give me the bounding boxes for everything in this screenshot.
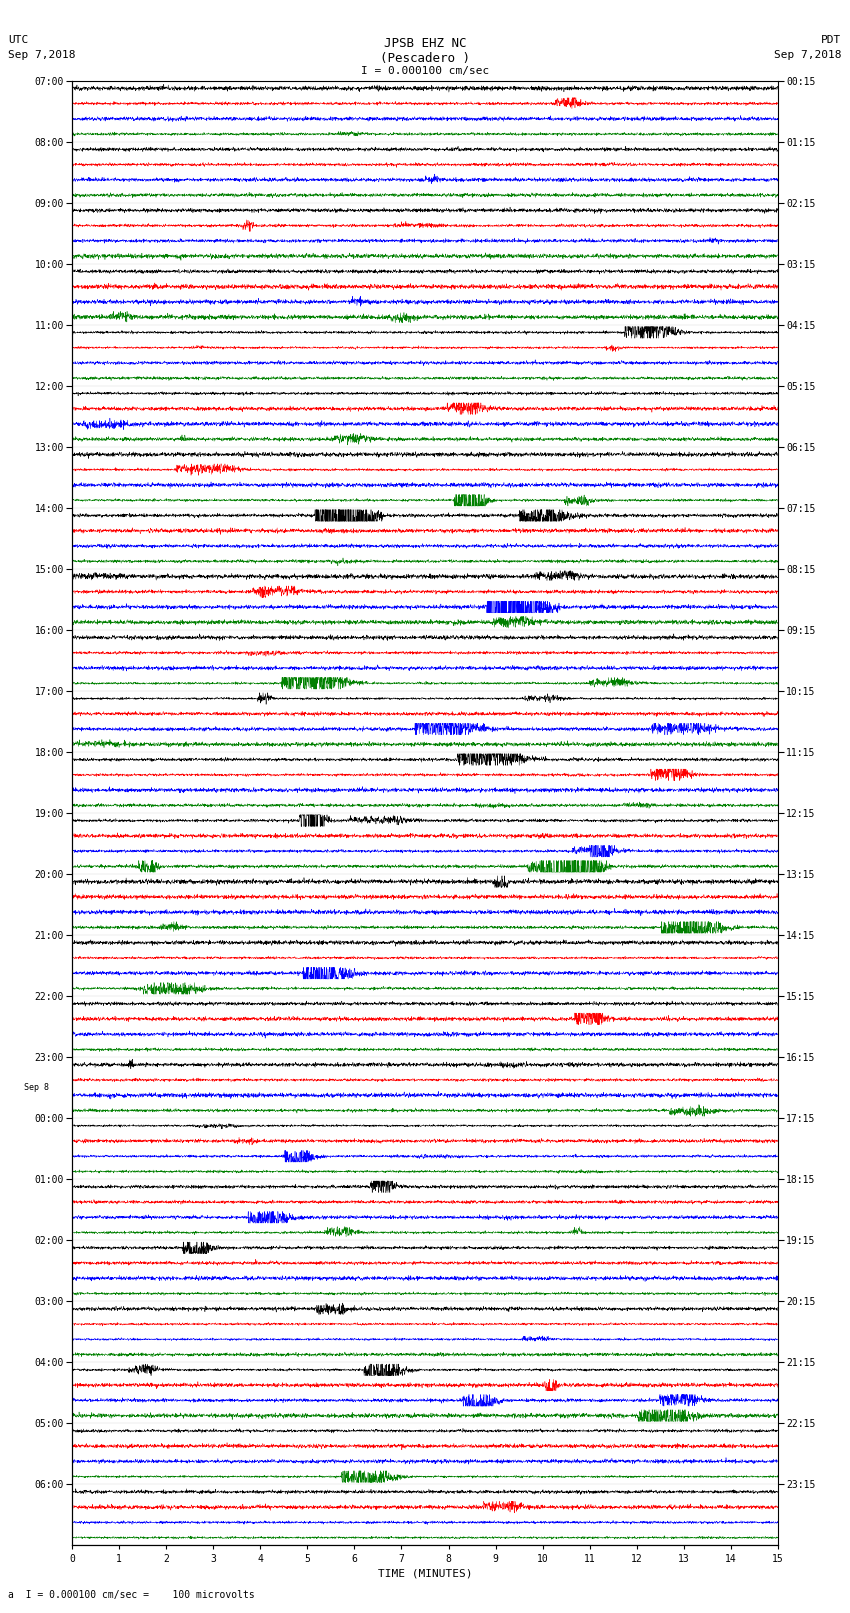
Text: PDT: PDT [821,35,842,45]
Text: Sep 7,2018: Sep 7,2018 [8,50,76,60]
Text: (Pescadero ): (Pescadero ) [380,52,470,65]
X-axis label: TIME (MINUTES): TIME (MINUTES) [377,1568,473,1579]
Text: JPSB EHZ NC: JPSB EHZ NC [383,37,467,50]
Text: Sep 8: Sep 8 [24,1082,48,1092]
Text: I = 0.000100 cm/sec: I = 0.000100 cm/sec [361,66,489,76]
Text: UTC: UTC [8,35,29,45]
Text: a  I = 0.000100 cm/sec =    100 microvolts: a I = 0.000100 cm/sec = 100 microvolts [8,1590,255,1600]
Text: Sep 7,2018: Sep 7,2018 [774,50,842,60]
